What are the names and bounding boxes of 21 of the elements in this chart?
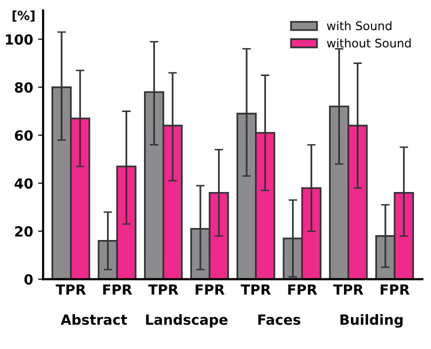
x-tick-label: TPR	[240, 284, 271, 295]
x-tick-label: TPR	[148, 284, 178, 295]
legend-label: with Sound	[326, 21, 392, 30]
x-tick-label: FPR	[196, 284, 225, 295]
text: Faces	[258, 314, 300, 325]
y-tick-label: 40	[14, 178, 33, 189]
y-tick-label: 20	[15, 226, 33, 237]
y-axis-title: [%]	[12, 10, 34, 22]
text: Landscape	[146, 314, 228, 328]
legend-label: without Sound	[326, 38, 411, 48]
text: Abstract	[60, 314, 128, 325]
y-tick-label: 60	[14, 130, 33, 141]
x-tick-label: FPR	[380, 284, 410, 295]
x-tick-label: FPR	[103, 284, 132, 295]
y-tick-label: 0	[24, 274, 33, 285]
x-tick-label: FPR	[288, 284, 318, 295]
x-tick-label: TPR	[333, 284, 364, 295]
y-tick-label: 100	[6, 34, 33, 45]
text: Building	[340, 314, 403, 328]
x-tick-label: TPR	[56, 284, 86, 295]
y-tick-label: 80	[14, 82, 33, 93]
